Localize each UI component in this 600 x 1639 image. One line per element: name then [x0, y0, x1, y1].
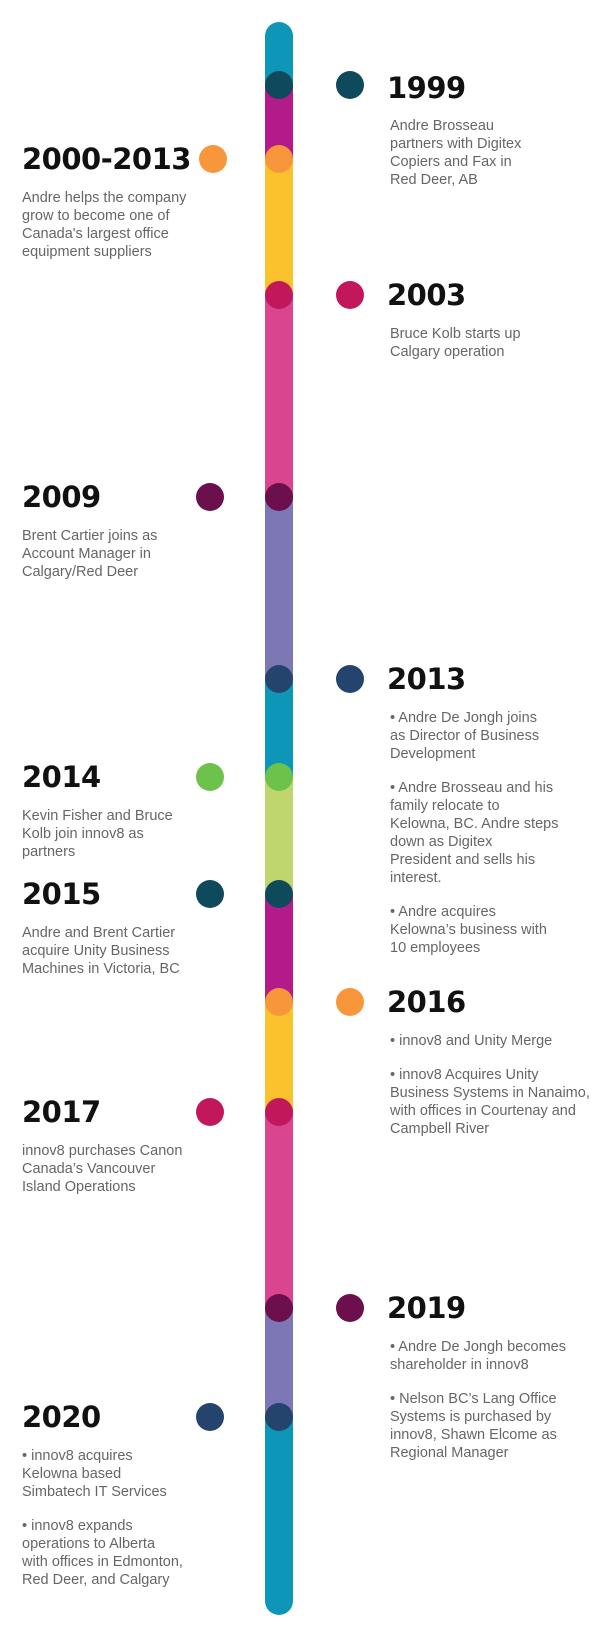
- spine-node: [265, 71, 293, 99]
- spine-node: [265, 1294, 293, 1322]
- event-paragraph: • Andre De Jongh joins as Director of Bu…: [390, 710, 540, 762]
- spine-segment: [265, 894, 293, 1002]
- event-dot: [196, 483, 224, 511]
- spine-node: [265, 281, 293, 309]
- event-dot: [196, 880, 224, 908]
- event-paragraph: • Andre acquires Kelowna’s business with…: [390, 904, 547, 956]
- event-description: Andre and Brent Cartier acquire Unity Bu…: [22, 924, 222, 994]
- event-description: Brent Cartier joins as Account Manager i…: [22, 527, 212, 597]
- event-dot: [336, 665, 364, 693]
- event-description: Bruce Kolb starts up Calgary operation: [390, 325, 580, 377]
- event-paragraph: Andre and Brent Cartier acquire Unity Bu…: [22, 925, 180, 977]
- event-description: • Andre De Jongh joins as Director of Bu…: [390, 709, 580, 973]
- event-paragraph: • innov8 acquires Kelowna based Simbatec…: [22, 1448, 167, 1500]
- event-year: 2019: [387, 1291, 466, 1325]
- spine-node: [265, 880, 293, 908]
- event-paragraph: • Nelson BC’s Lang Office Systems is pur…: [390, 1391, 557, 1461]
- event-paragraph: Andre helps the company grow to become o…: [22, 190, 187, 260]
- event-year: 2013: [387, 662, 466, 696]
- spine-segment: [265, 497, 293, 679]
- event-description: • Andre De Jongh becomes shareholder in …: [390, 1338, 580, 1478]
- spine-segment: [265, 1112, 293, 1308]
- event-year: 1999: [387, 71, 466, 105]
- event-year: 2020: [22, 1400, 101, 1434]
- spine-node: [265, 145, 293, 173]
- event-year: 2003: [387, 278, 466, 312]
- spine-node: [265, 763, 293, 791]
- spine-segment: [265, 1417, 293, 1615]
- event-description: • innov8 acquires Kelowna based Simbatec…: [22, 1447, 212, 1605]
- spine-node: [265, 483, 293, 511]
- event-year: 2016: [387, 985, 466, 1019]
- spine-node: [265, 1403, 293, 1431]
- event-dot: [199, 145, 227, 173]
- event-paragraph: Kevin Fisher and Bruce Kolb join innov8 …: [22, 808, 173, 860]
- event-paragraph: • innov8 expands operations to Alberta w…: [22, 1518, 183, 1588]
- spine-node: [265, 1098, 293, 1126]
- event-dot: [336, 988, 364, 1016]
- spine-segment: [265, 777, 293, 894]
- spine-segment: [265, 159, 293, 295]
- event-dot: [336, 1294, 364, 1322]
- event-dot: [336, 71, 364, 99]
- event-dot: [196, 1403, 224, 1431]
- spine-node: [265, 988, 293, 1016]
- event-year: 2009: [22, 480, 101, 514]
- event-paragraph: Brent Cartier joins as Account Manager i…: [22, 528, 158, 580]
- event-description: Andre Brosseau partners with Digitex Cop…: [390, 117, 580, 205]
- event-dot: [196, 763, 224, 791]
- event-year: 2014: [22, 760, 101, 794]
- spine-segment: [265, 295, 293, 497]
- event-paragraph: innov8 purchases Canon Canada’s Vancouve…: [22, 1143, 183, 1195]
- event-dot: [336, 281, 364, 309]
- event-description: • innov8 and Unity Merge • innov8 Acquir…: [390, 1032, 595, 1154]
- event-year: 2017: [22, 1095, 101, 1129]
- event-paragraph: • Andre Brosseau and his family relocate…: [390, 780, 559, 886]
- spine-segment: [265, 1308, 293, 1417]
- event-description: Kevin Fisher and Bruce Kolb join innov8 …: [22, 807, 212, 877]
- event-paragraph: Andre Brosseau partners with Digitex Cop…: [390, 118, 522, 188]
- spine-segment: [265, 679, 293, 777]
- spine-node: [265, 665, 293, 693]
- event-paragraph: • Andre De Jongh becomes shareholder in …: [390, 1339, 566, 1373]
- event-dot: [196, 1098, 224, 1126]
- event-description: innov8 purchases Canon Canada’s Vancouve…: [22, 1142, 212, 1212]
- event-paragraph: • innov8 and Unity Merge: [390, 1033, 553, 1049]
- spine-segment: [265, 1002, 293, 1112]
- event-year: 2015: [22, 877, 101, 911]
- event-description: Andre helps the company grow to become o…: [22, 189, 222, 277]
- event-paragraph: Bruce Kolb starts up Calgary operation: [390, 326, 521, 360]
- event-year: 2000-2013: [22, 142, 191, 176]
- event-paragraph: • innov8 Acquires Unity Business Systems…: [390, 1067, 590, 1137]
